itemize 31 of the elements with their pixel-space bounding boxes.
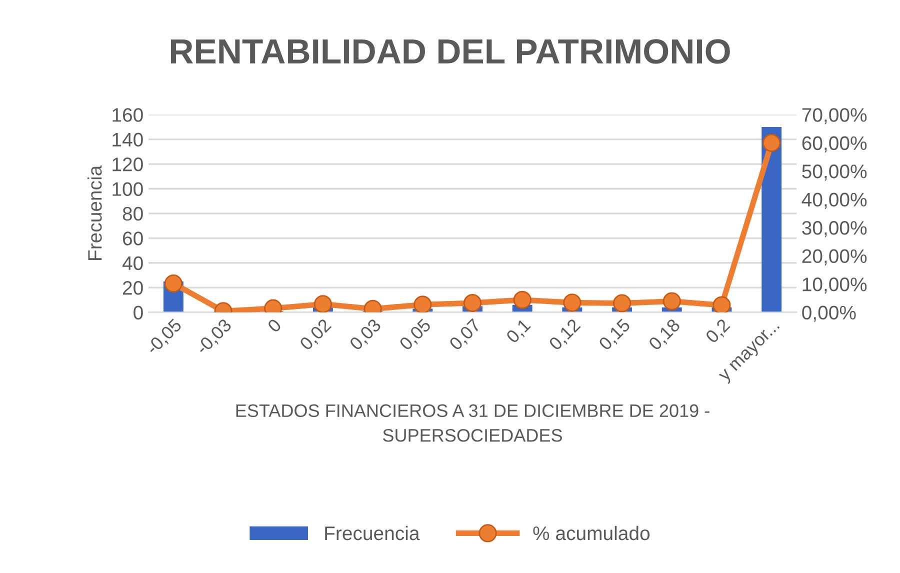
- x-axis-title: ESTADOS FINANCIEROS A 31 DE DICIEMBRE DE 2019 - SUPERSOCIEDADES: [236, 404, 710, 442]
- y2-tick-label: 30,00%: [802, 221, 867, 238]
- y2-tick-label: 60,00%: [802, 136, 867, 152]
- x-tick-label: 0,15: [598, 318, 632, 352]
- y-tick-label: 60: [123, 232, 143, 246]
- y-tick-label: 160: [112, 108, 143, 122]
- y2-tick-label: 20,00%: [802, 249, 867, 266]
- y-tick-label: 140: [112, 132, 143, 147]
- y-tick-label: 100: [112, 182, 143, 196]
- y-tick-label: 80: [122, 206, 143, 221]
- x-tick-label: 0,03: [348, 318, 384, 352]
- x-tick-label: 0,18: [648, 318, 682, 352]
- x-tick-label: 0,2: [704, 318, 732, 346]
- x-tick-label: 0,02: [298, 318, 334, 352]
- legend-label: % acumulado: [533, 526, 650, 540]
- y2-tick-label: 50,00%: [802, 164, 867, 181]
- y-tick-label: 40: [122, 256, 143, 270]
- y-axis-title: Frecuencia: [88, 165, 102, 260]
- y-tick-label: 20: [122, 281, 143, 295]
- x-tick-label: 0,1: [505, 318, 533, 346]
- y-tick-label: 120: [112, 157, 143, 172]
- y2-tick-label: 40,00%: [802, 192, 867, 209]
- x-tick-label: 0: [266, 318, 282, 334]
- y2-tick-label: 10,00%: [802, 278, 867, 294]
- y2-tick-label: 70,00%: [802, 108, 867, 124]
- chart-title: RENTABILIDAD DEL PATRIMONIO: [170, 39, 730, 64]
- x-tick-label: 0,05: [398, 318, 434, 352]
- y2-tick-label: 0,00%: [802, 306, 856, 322]
- x-tick-label: 0,12: [548, 318, 582, 352]
- legend-label: Frecuencia: [325, 526, 420, 540]
- y-tick-label: 0: [134, 306, 143, 320]
